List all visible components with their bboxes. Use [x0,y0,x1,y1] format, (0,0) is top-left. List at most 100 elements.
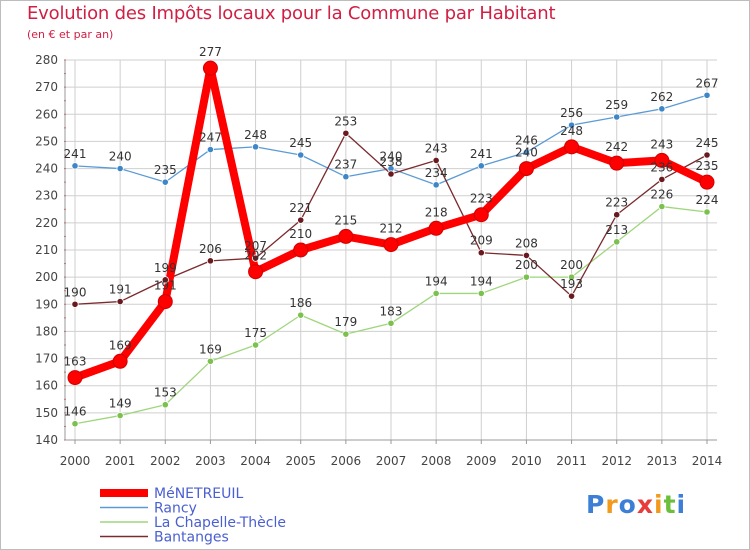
data-label-m-netreuil: 212 [380,222,403,236]
legend-label: MéNETREUIL [154,486,244,502]
data-label-la-chapelle-th-cle: 194 [470,274,493,288]
x-tick-label: 2004 [240,454,271,468]
data-point-bantanges [297,216,305,224]
data-label-la-chapelle-th-cle: 149 [109,397,132,411]
y-tick-label: 220 [35,216,58,230]
x-tick-label: 2012 [601,454,632,468]
x-tick-label: 2010 [511,454,542,468]
data-label-rancy: 248 [244,128,267,142]
data-labels: 241 240 235 247 248 245 237 240 234 241 246 256 259 2… [64,45,719,419]
data-label-m-netreuil: 235 [696,159,719,173]
data-point-bantanges [432,156,440,165]
data-label-bantanges: 223 [605,196,628,210]
logo-letter: o [618,490,637,519]
data-point-m-netreuil [383,237,399,253]
data-label-m-netreuil: 202 [244,249,267,263]
data-label-la-chapelle-th-cle: 213 [605,223,628,237]
data-label-bantanges: 190 [64,285,87,299]
y-tick-label: 190 [35,297,58,311]
proxiti-logo: Proxiti [586,490,686,519]
data-point-m-netreuil [473,207,489,223]
data-label-la-chapelle-th-cle: 169 [199,342,222,356]
logo-letter: i [676,490,687,519]
data-label-la-chapelle-th-cle: 194 [425,274,448,288]
data-point-rancy [71,162,79,170]
data-point-bantanges [658,175,666,184]
legend-label: La Chapelle-Thècle [154,515,286,531]
data-label-m-netreuil: 248 [560,124,583,138]
data-point-la-chapelle-th-cle [477,289,485,298]
data-point-bantanges [161,276,169,284]
x-tick-label: 2006 [331,454,362,468]
x-tick-label: 2014 [692,454,723,468]
x-tick-label: 2007 [376,454,407,468]
data-point-bantanges [206,257,215,265]
data-point-la-chapelle-th-cle [522,273,531,281]
x-tick-label: 2002 [150,454,181,468]
data-label-m-netreuil: 240 [515,146,538,160]
data-point-m-netreuil [609,155,625,171]
data-label-rancy: 241 [64,147,87,161]
data-label-bantanges: 221 [289,201,312,215]
data-point-m-netreuil [202,60,218,76]
data-point-m-netreuil [699,174,715,190]
data-label-rancy: 262 [650,90,673,104]
data-label-rancy: 259 [605,98,628,112]
data-point-rancy [432,181,440,189]
data-label-bantanges: 199 [154,261,177,275]
logo-letter: t [663,490,677,519]
data-label-la-chapelle-th-cle: 186 [289,296,312,310]
x-tick-label: 2000 [60,454,91,468]
data-point-m-netreuil [112,353,128,369]
x-tick-label: 2003 [195,454,226,468]
data-label-rancy: 241 [470,147,493,161]
data-point-rancy [297,151,305,159]
y-tick-label: 160 [35,379,58,393]
data-label-rancy: 246 [515,133,538,147]
data-label-rancy: 247 [199,131,222,145]
data-point-bantanges [116,297,124,306]
data-label-m-netreuil: 218 [425,205,448,219]
data-point-rancy [161,178,169,186]
data-label-bantanges: 253 [334,114,357,128]
data-point-la-chapelle-th-cle [613,238,621,246]
data-label-la-chapelle-th-cle: 146 [64,405,87,419]
data-label-bantanges: 238 [380,155,403,169]
data-point-la-chapelle-th-cle [161,401,169,409]
data-point-m-netreuil [67,370,83,386]
data-point-rancy [613,113,621,121]
data-label-m-netreuil: 242 [605,140,628,154]
data-point-rancy [567,121,576,129]
axes: 140 150 160 170 180 190 200 210 220 230 240 250 260 2… [35,53,722,468]
logo-letter: P [586,490,606,519]
y-tick-label: 260 [35,107,58,121]
data-point-la-chapelle-th-cle [703,208,711,216]
data-label-m-netreuil: 210 [289,227,312,241]
data-point-bantanges [71,300,79,308]
data-label-rancy: 235 [154,163,177,177]
data-label-bantanges: 206 [199,242,222,256]
data-point-bantanges [477,249,485,257]
data-label-bantanges: 236 [650,160,673,174]
data-point-bantanges [387,170,395,178]
data-label-bantanges: 207 [244,239,267,253]
data-label-la-chapelle-th-cle: 179 [334,315,357,329]
data-label-m-netreuil: 163 [64,355,87,369]
data-label-la-chapelle-th-cle: 200 [560,258,583,272]
data-point-rancy [206,145,215,154]
data-label-m-netreuil: 191 [154,279,177,293]
y-tick-label: 210 [35,243,58,257]
data-label-m-netreuil: 243 [650,137,673,151]
data-point-la-chapelle-th-cle [297,311,305,319]
data-point-rancy [116,164,124,173]
x-tick-label: 2008 [421,454,452,468]
y-tick-label: 230 [35,189,58,203]
data-label-m-netreuil: 169 [109,338,132,352]
data-label-rancy: 240 [109,150,132,164]
data-point-la-chapelle-th-cle [342,330,350,338]
data-point-rancy [251,143,260,151]
data-point-m-netreuil [157,294,173,310]
data-label-bantanges: 243 [425,141,448,155]
